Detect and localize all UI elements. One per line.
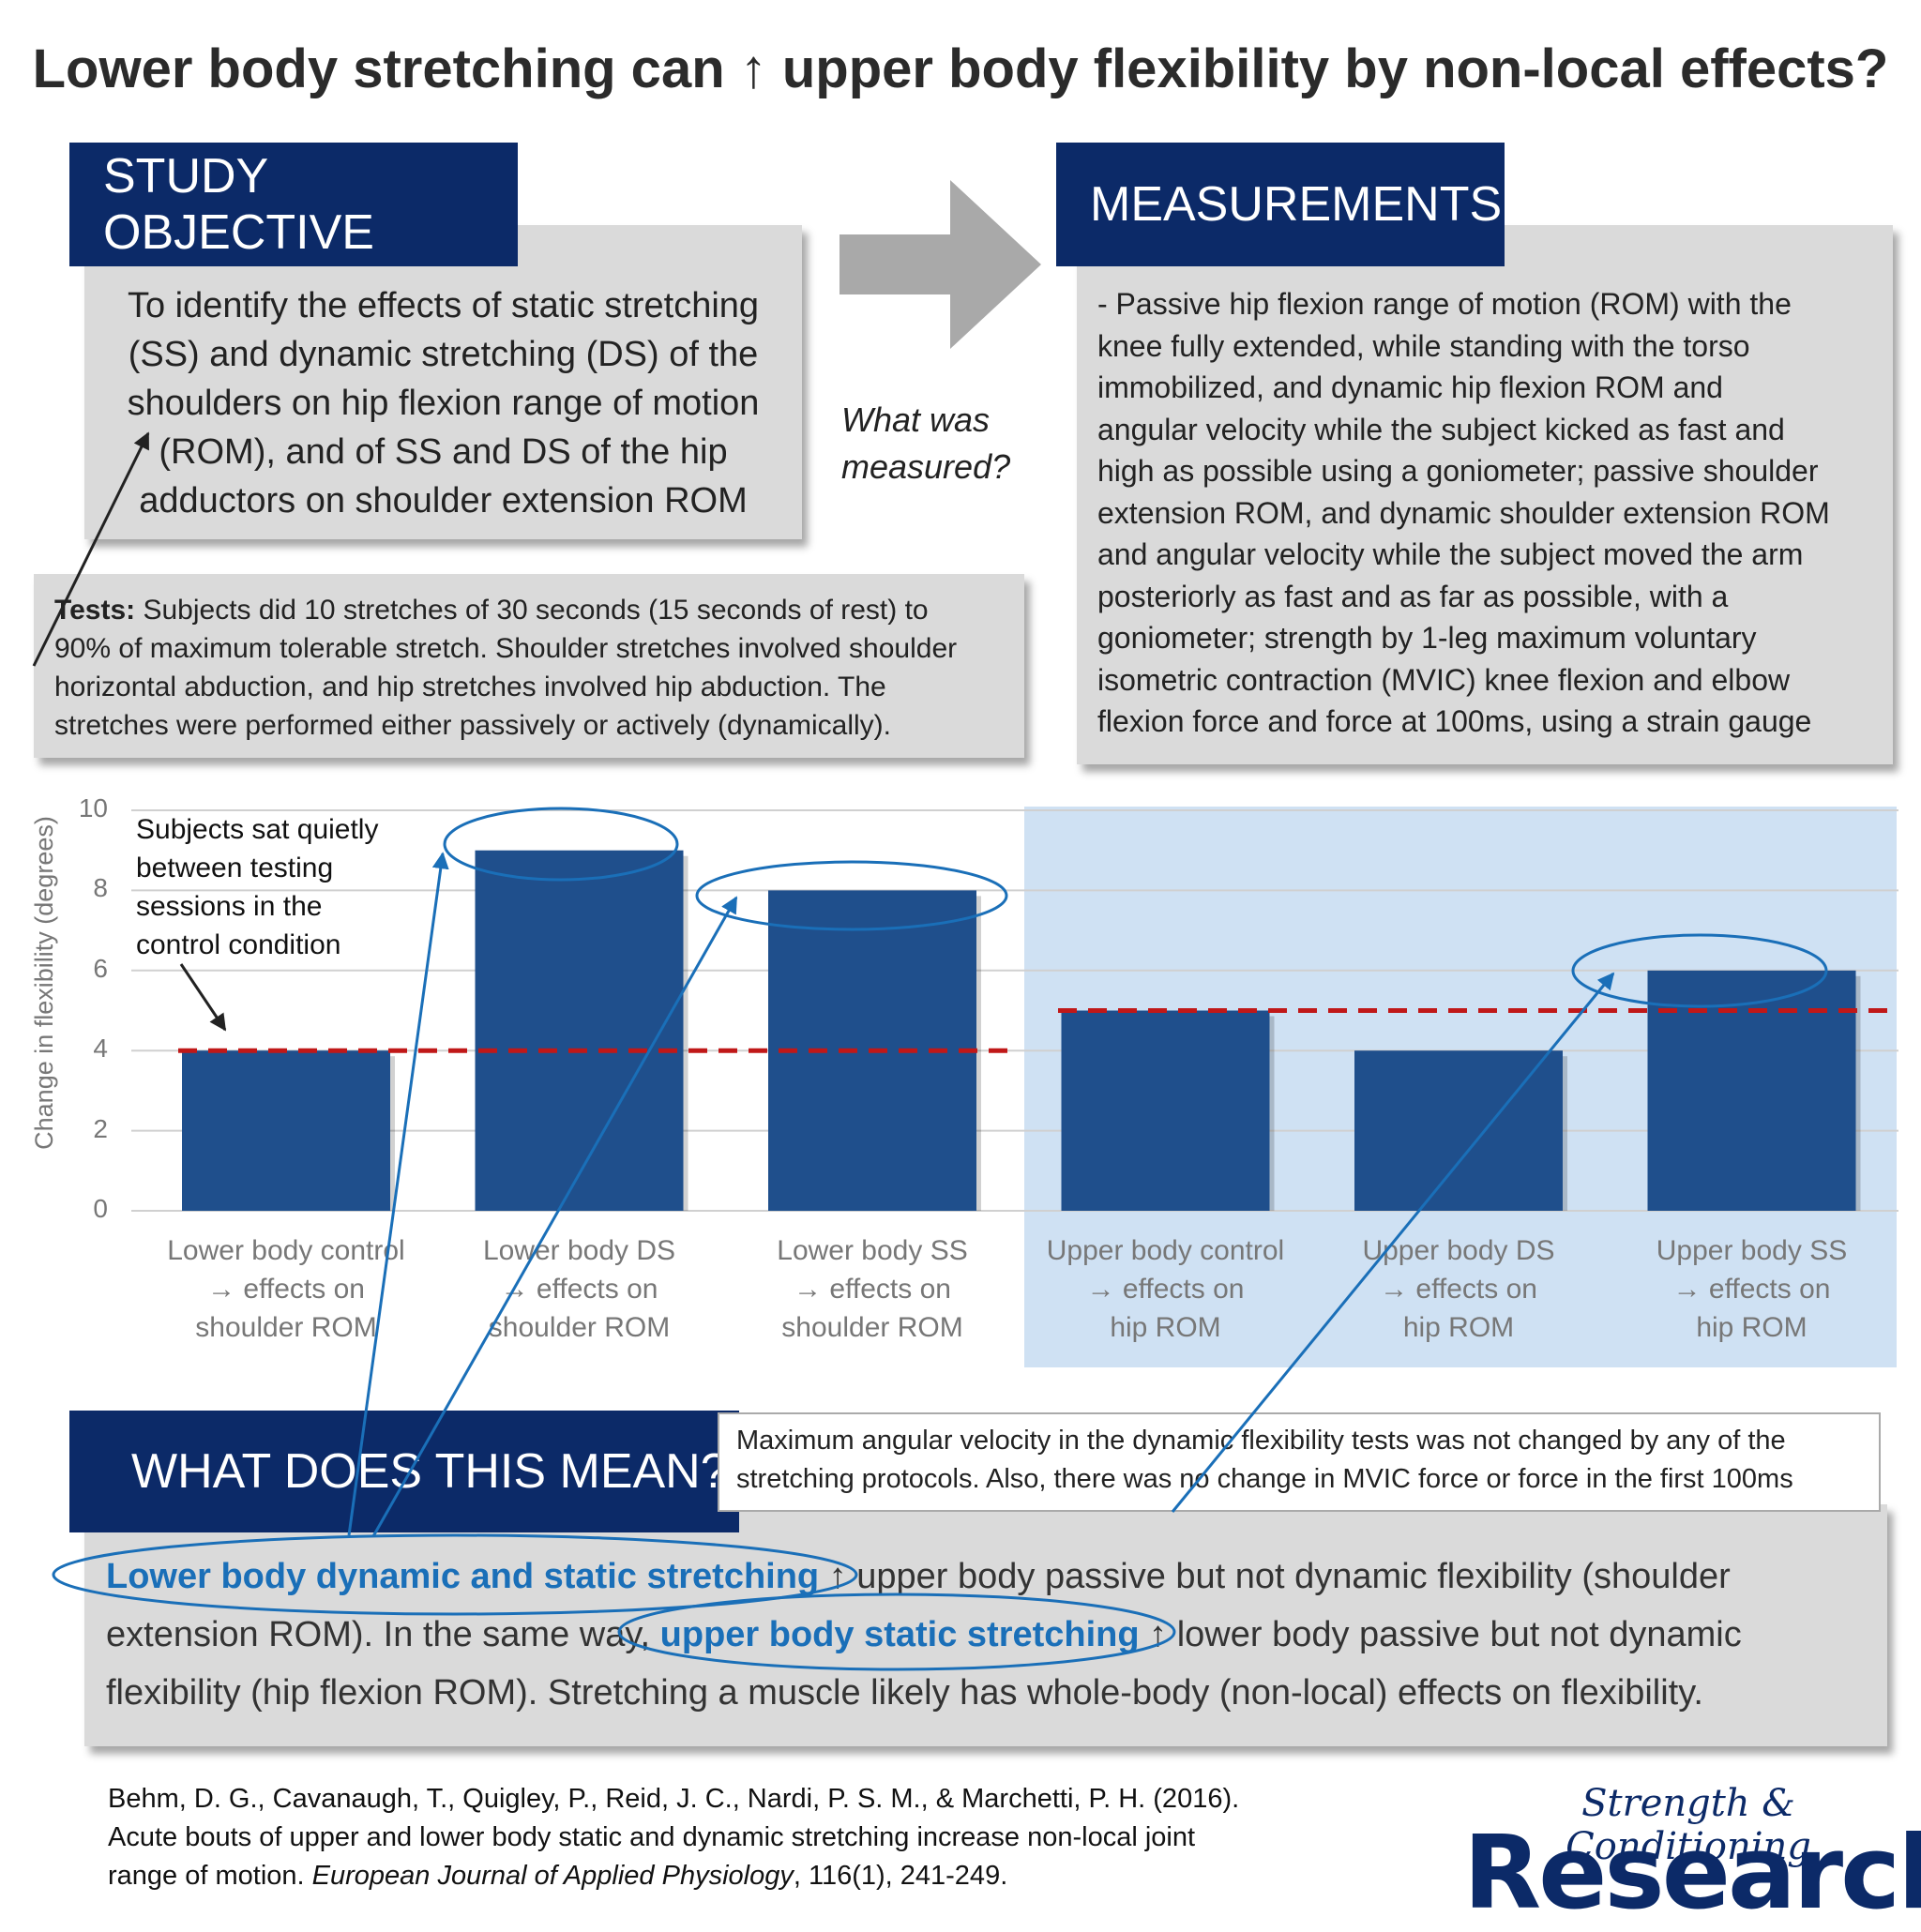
category-label: Lower body control → effects on shoulder R… (167, 1235, 405, 1343)
bar (1354, 1050, 1563, 1211)
y-tick-label: 2 (93, 1113, 108, 1143)
objective-panel (84, 225, 802, 539)
category-label: Upper body DS → effects on hip ROM (1362, 1235, 1555, 1343)
tests-panel (34, 574, 1024, 758)
meaning-header: WHAT DOES THIS MEAN? (69, 1411, 739, 1532)
arrow-right-icon (839, 180, 1041, 349)
category-label: Lower body SS → effects on shoulder ROM (777, 1235, 968, 1343)
meaning-text: Lower body dynamic and static stretching… (106, 1557, 1742, 1713)
velocity-note: Maximum angular velocity in the dynamic … (718, 1412, 1881, 1512)
measurements-header: MEASUREMENTS (1056, 143, 1505, 266)
y-tick-label: 0 (93, 1194, 108, 1223)
logo-tagline: Strength & Conditioning (1566, 1782, 1811, 1868)
measurement-question: What was measured? (841, 400, 1011, 486)
bar (475, 850, 684, 1211)
bar (182, 1050, 390, 1211)
category-label: Upper body control → effects on hip ROM (1046, 1235, 1285, 1343)
y-tick-label: 8 (93, 873, 108, 903)
y-axis-label: Change in flexibility (degrees) (30, 816, 58, 1150)
tests-text: Tests: Subjects did 10 stretches of 30 s… (54, 595, 958, 741)
measurements-panel (1077, 225, 1893, 764)
objective-text: To identify the effects of static stretc… (127, 286, 760, 521)
bar (1647, 970, 1856, 1211)
y-tick-label: 6 (93, 953, 108, 983)
measurements-text: - Passive hip flexion range of motion (R… (1097, 287, 1830, 738)
category-label: Upper body SS → effects on hip ROM (1656, 1235, 1848, 1343)
logo-wordmark: Research (1463, 1815, 1921, 1932)
page-title: Lower body stretching can ↑ upper body f… (32, 38, 1889, 99)
category-label: Lower body DS → effects on shoulder ROM (482, 1235, 676, 1343)
objective-header: STUDY OBJECTIVE (69, 143, 518, 266)
control-annotation: Subjects sat quietly between testing ses… (136, 814, 379, 960)
bar (1061, 1010, 1270, 1211)
y-tick-label: 10 (78, 793, 108, 823)
up-arrow-icon: ↑ (739, 38, 767, 99)
citation: Behm, D. G., Cavanaugh, T., Quigley, P.,… (108, 1784, 1240, 1891)
y-tick-label: 4 (93, 1034, 108, 1064)
